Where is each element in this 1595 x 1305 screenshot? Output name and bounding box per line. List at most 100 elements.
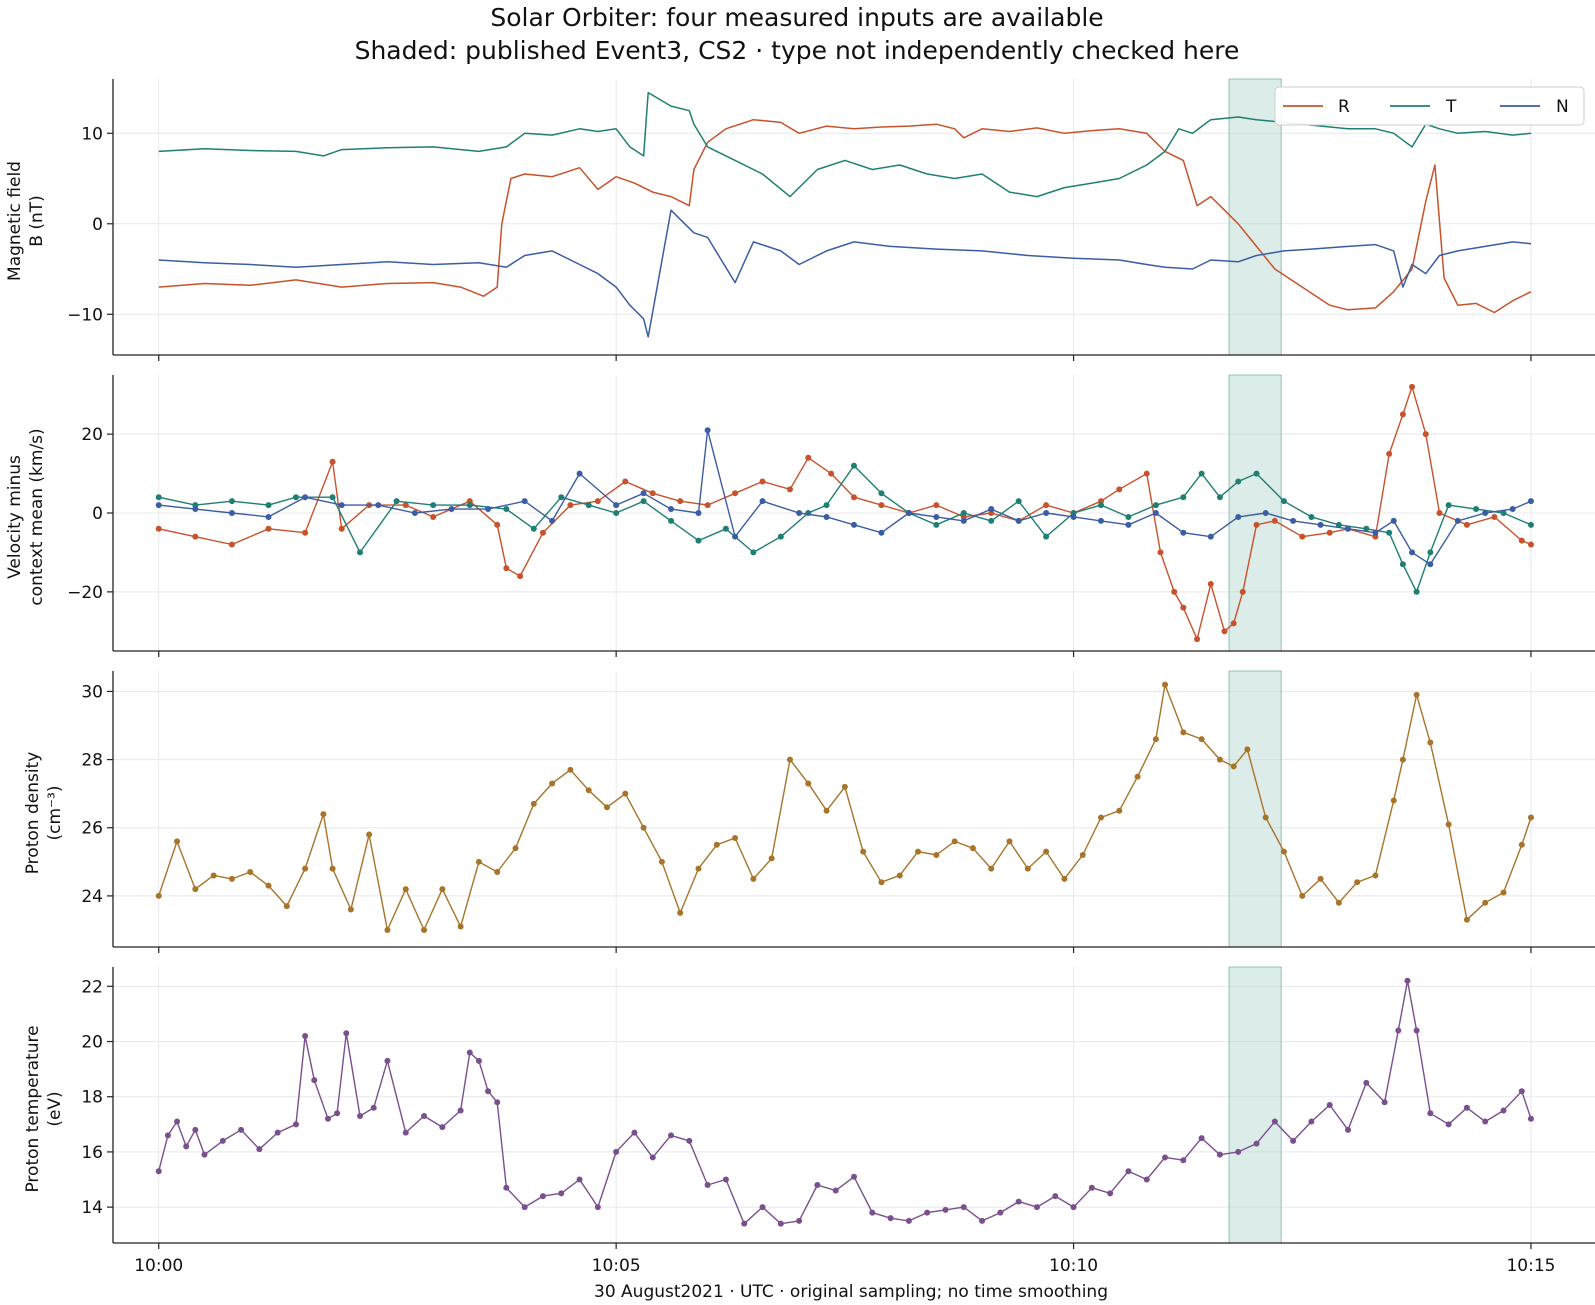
data-point — [475, 1057, 482, 1064]
data-point — [1157, 549, 1164, 556]
data-point — [192, 533, 199, 540]
ylabel-1-line2: B (nT) — [27, 195, 47, 247]
data-point — [1180, 604, 1187, 611]
data-point — [1216, 1151, 1223, 1158]
data-point — [1134, 773, 1141, 780]
data-point — [640, 824, 647, 831]
data-point — [1427, 1110, 1434, 1117]
data-point — [860, 848, 867, 855]
data-point — [302, 494, 309, 501]
data-point — [1427, 549, 1434, 556]
grid-lines-4 — [113, 967, 1595, 1243]
data-point — [1500, 510, 1507, 516]
data-point — [1372, 872, 1379, 879]
data-point — [768, 855, 775, 862]
data-point — [1180, 729, 1187, 736]
y-tick-label: 18 — [81, 1088, 103, 1108]
data-point — [979, 1217, 986, 1224]
data-point — [302, 529, 309, 536]
y-tick-label: 24 — [81, 887, 103, 907]
data-point — [1216, 756, 1223, 763]
data-point — [192, 886, 199, 893]
data-point — [640, 490, 647, 497]
data-point — [228, 875, 235, 882]
data-point — [997, 1209, 1004, 1216]
data-point — [1253, 1140, 1260, 1147]
ylabel-4-line2: (eV) — [45, 1091, 65, 1126]
chart-title-line1: Solar Orbiter: four measured inputs are … — [490, 3, 1103, 32]
data-point — [357, 549, 363, 556]
series-line-t — [158, 465, 1532, 593]
data-point — [448, 506, 455, 513]
data-point — [274, 1129, 281, 1136]
data-point — [530, 800, 537, 807]
data-point — [1253, 521, 1260, 528]
data-point — [658, 858, 665, 865]
data-point — [933, 852, 940, 858]
data-point — [375, 502, 382, 509]
data-point — [1180, 494, 1187, 501]
data-point — [567, 766, 574, 773]
data-point — [494, 521, 501, 528]
data-point — [1207, 533, 1214, 540]
data-point — [192, 1126, 199, 1133]
data-point — [366, 831, 373, 838]
data-point — [402, 502, 409, 509]
data-point — [1445, 1121, 1452, 1128]
axes-2: 20 0 −20 — [67, 375, 1595, 657]
data-point — [1386, 529, 1393, 536]
data-point — [732, 533, 739, 540]
data-point — [283, 903, 290, 910]
data-point — [594, 498, 601, 505]
data-point — [594, 1204, 601, 1211]
data-point — [329, 494, 336, 501]
data-point — [668, 506, 675, 513]
data-point — [1015, 517, 1022, 524]
data-point — [421, 926, 428, 933]
data-point — [960, 1204, 967, 1211]
x-tick-label: 10:00 — [134, 1256, 183, 1276]
data-point — [1043, 502, 1050, 509]
data-point — [1262, 510, 1269, 516]
data-point — [1235, 513, 1242, 520]
data-point — [1271, 517, 1278, 524]
data-point — [1198, 736, 1205, 743]
data-point — [988, 865, 995, 872]
ylabel-3-line1: Proton density — [23, 752, 43, 875]
data-point — [722, 1176, 729, 1183]
data-point — [796, 1217, 803, 1224]
data-point — [1235, 478, 1242, 485]
data-point — [421, 1113, 428, 1120]
data-point — [841, 783, 848, 790]
panel-magnetic-field: 10 0 −10 Magnetic field B (nT) R T N — [5, 78, 1595, 361]
data-point — [704, 427, 711, 434]
data-point — [695, 537, 702, 544]
data-point — [539, 529, 546, 536]
data-point — [759, 478, 766, 485]
data-point — [334, 1110, 341, 1117]
data-point — [759, 1204, 766, 1211]
data-point — [494, 869, 501, 876]
ylabel-1-line1: Magnetic field — [5, 161, 25, 281]
data-point — [192, 506, 199, 513]
data-point — [732, 490, 739, 497]
data-point — [1253, 470, 1260, 477]
data-point — [466, 502, 473, 509]
data-point — [988, 506, 995, 513]
data-point — [1518, 537, 1525, 544]
data-point — [1015, 1198, 1022, 1205]
data-point — [1143, 1176, 1150, 1183]
data-point — [1162, 1154, 1169, 1161]
data-point — [695, 510, 702, 516]
data-point — [649, 1154, 656, 1161]
data-point — [732, 834, 739, 841]
data-point — [622, 478, 629, 485]
y-tick-label: 20 — [81, 425, 103, 445]
data-point — [238, 1126, 245, 1133]
data-point — [256, 1146, 263, 1153]
y-tick-label: 16 — [81, 1143, 103, 1163]
x-tick-label: 10:10 — [1049, 1256, 1098, 1276]
series-group-3 — [155, 681, 1534, 933]
data-point — [494, 1099, 501, 1106]
